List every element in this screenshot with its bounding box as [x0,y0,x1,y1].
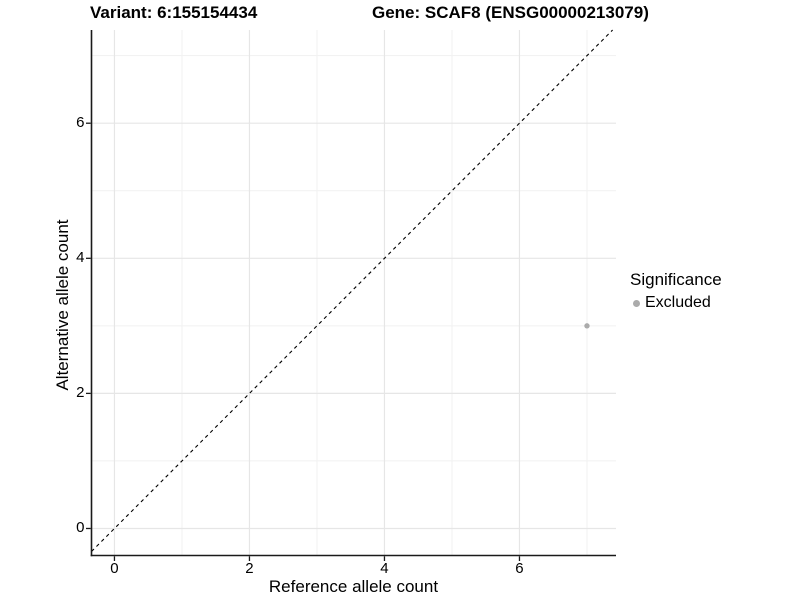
y-axis-title: Alternative allele count [53,219,72,391]
y-tick-label: 4 [76,249,85,267]
x-tick-label: 6 [515,560,524,577]
legend-title: Significance [630,270,722,289]
x-tick-label: 2 [245,560,254,577]
y-tick-label: 6 [76,114,85,132]
x-tick-label: 0 [110,560,119,577]
identity-line [91,29,614,552]
data-point [584,323,590,329]
legend-point-icon [633,299,640,307]
legend-entry-excluded: Excluded [630,294,722,312]
legend-entry-label: Excluded [645,294,711,311]
x-tick-label: 4 [380,560,389,577]
legend: Significance Excluded [630,270,722,312]
x-axis-title: Reference allele count [268,577,439,596]
gene-title: Gene: SCAF8 (ENSG00000213079) [372,3,649,22]
variant-title: Variant: 6:155154434 [90,3,258,22]
y-tick-label: 2 [76,384,85,402]
y-tick-label: 0 [76,519,85,537]
